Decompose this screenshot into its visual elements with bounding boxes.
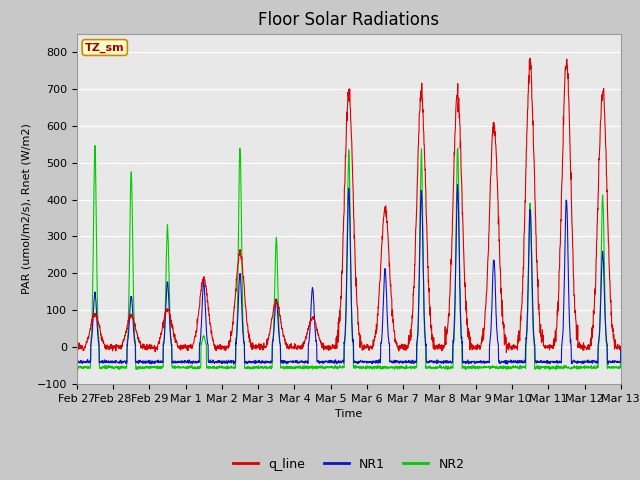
q_line [570,260,577,265]
NR1 [376,360,384,366]
NR2 [584,365,592,371]
q_line [225,343,232,349]
NR2 [617,344,625,350]
NR1 [73,360,81,366]
NR1 [365,359,372,365]
Line: NR1: NR1 [77,185,621,364]
NR1 [617,344,625,350]
X-axis label: Time: Time [335,409,362,419]
NR1 [225,357,232,363]
NR2 [508,365,515,371]
NR1 [584,360,592,365]
Legend: q_line, NR1, NR2: q_line, NR1, NR2 [228,453,470,476]
NR1 [508,359,515,364]
Y-axis label: PAR (umol/m2/s), Rnet (W/m2): PAR (umol/m2/s), Rnet (W/m2) [21,123,31,294]
NR1 [570,358,577,363]
Line: NR2: NR2 [77,145,621,370]
q_line [376,277,384,283]
NR2 [225,365,232,371]
Title: Floor Solar Radiations: Floor Solar Radiations [258,11,440,29]
q_line [507,346,515,351]
Text: TZ_sm: TZ_sm [85,42,125,53]
q_line [526,55,534,61]
q_line [502,349,510,355]
NR1 [454,182,461,188]
NR2 [462,367,470,372]
NR1 [230,361,237,367]
q_line [584,342,592,348]
Line: q_line: q_line [77,58,621,352]
NR2 [91,143,99,148]
NR2 [73,365,81,371]
q_line [617,344,625,350]
NR2 [376,365,384,371]
NR2 [365,364,372,370]
NR2 [570,364,577,370]
q_line [365,345,372,350]
q_line [73,344,81,349]
